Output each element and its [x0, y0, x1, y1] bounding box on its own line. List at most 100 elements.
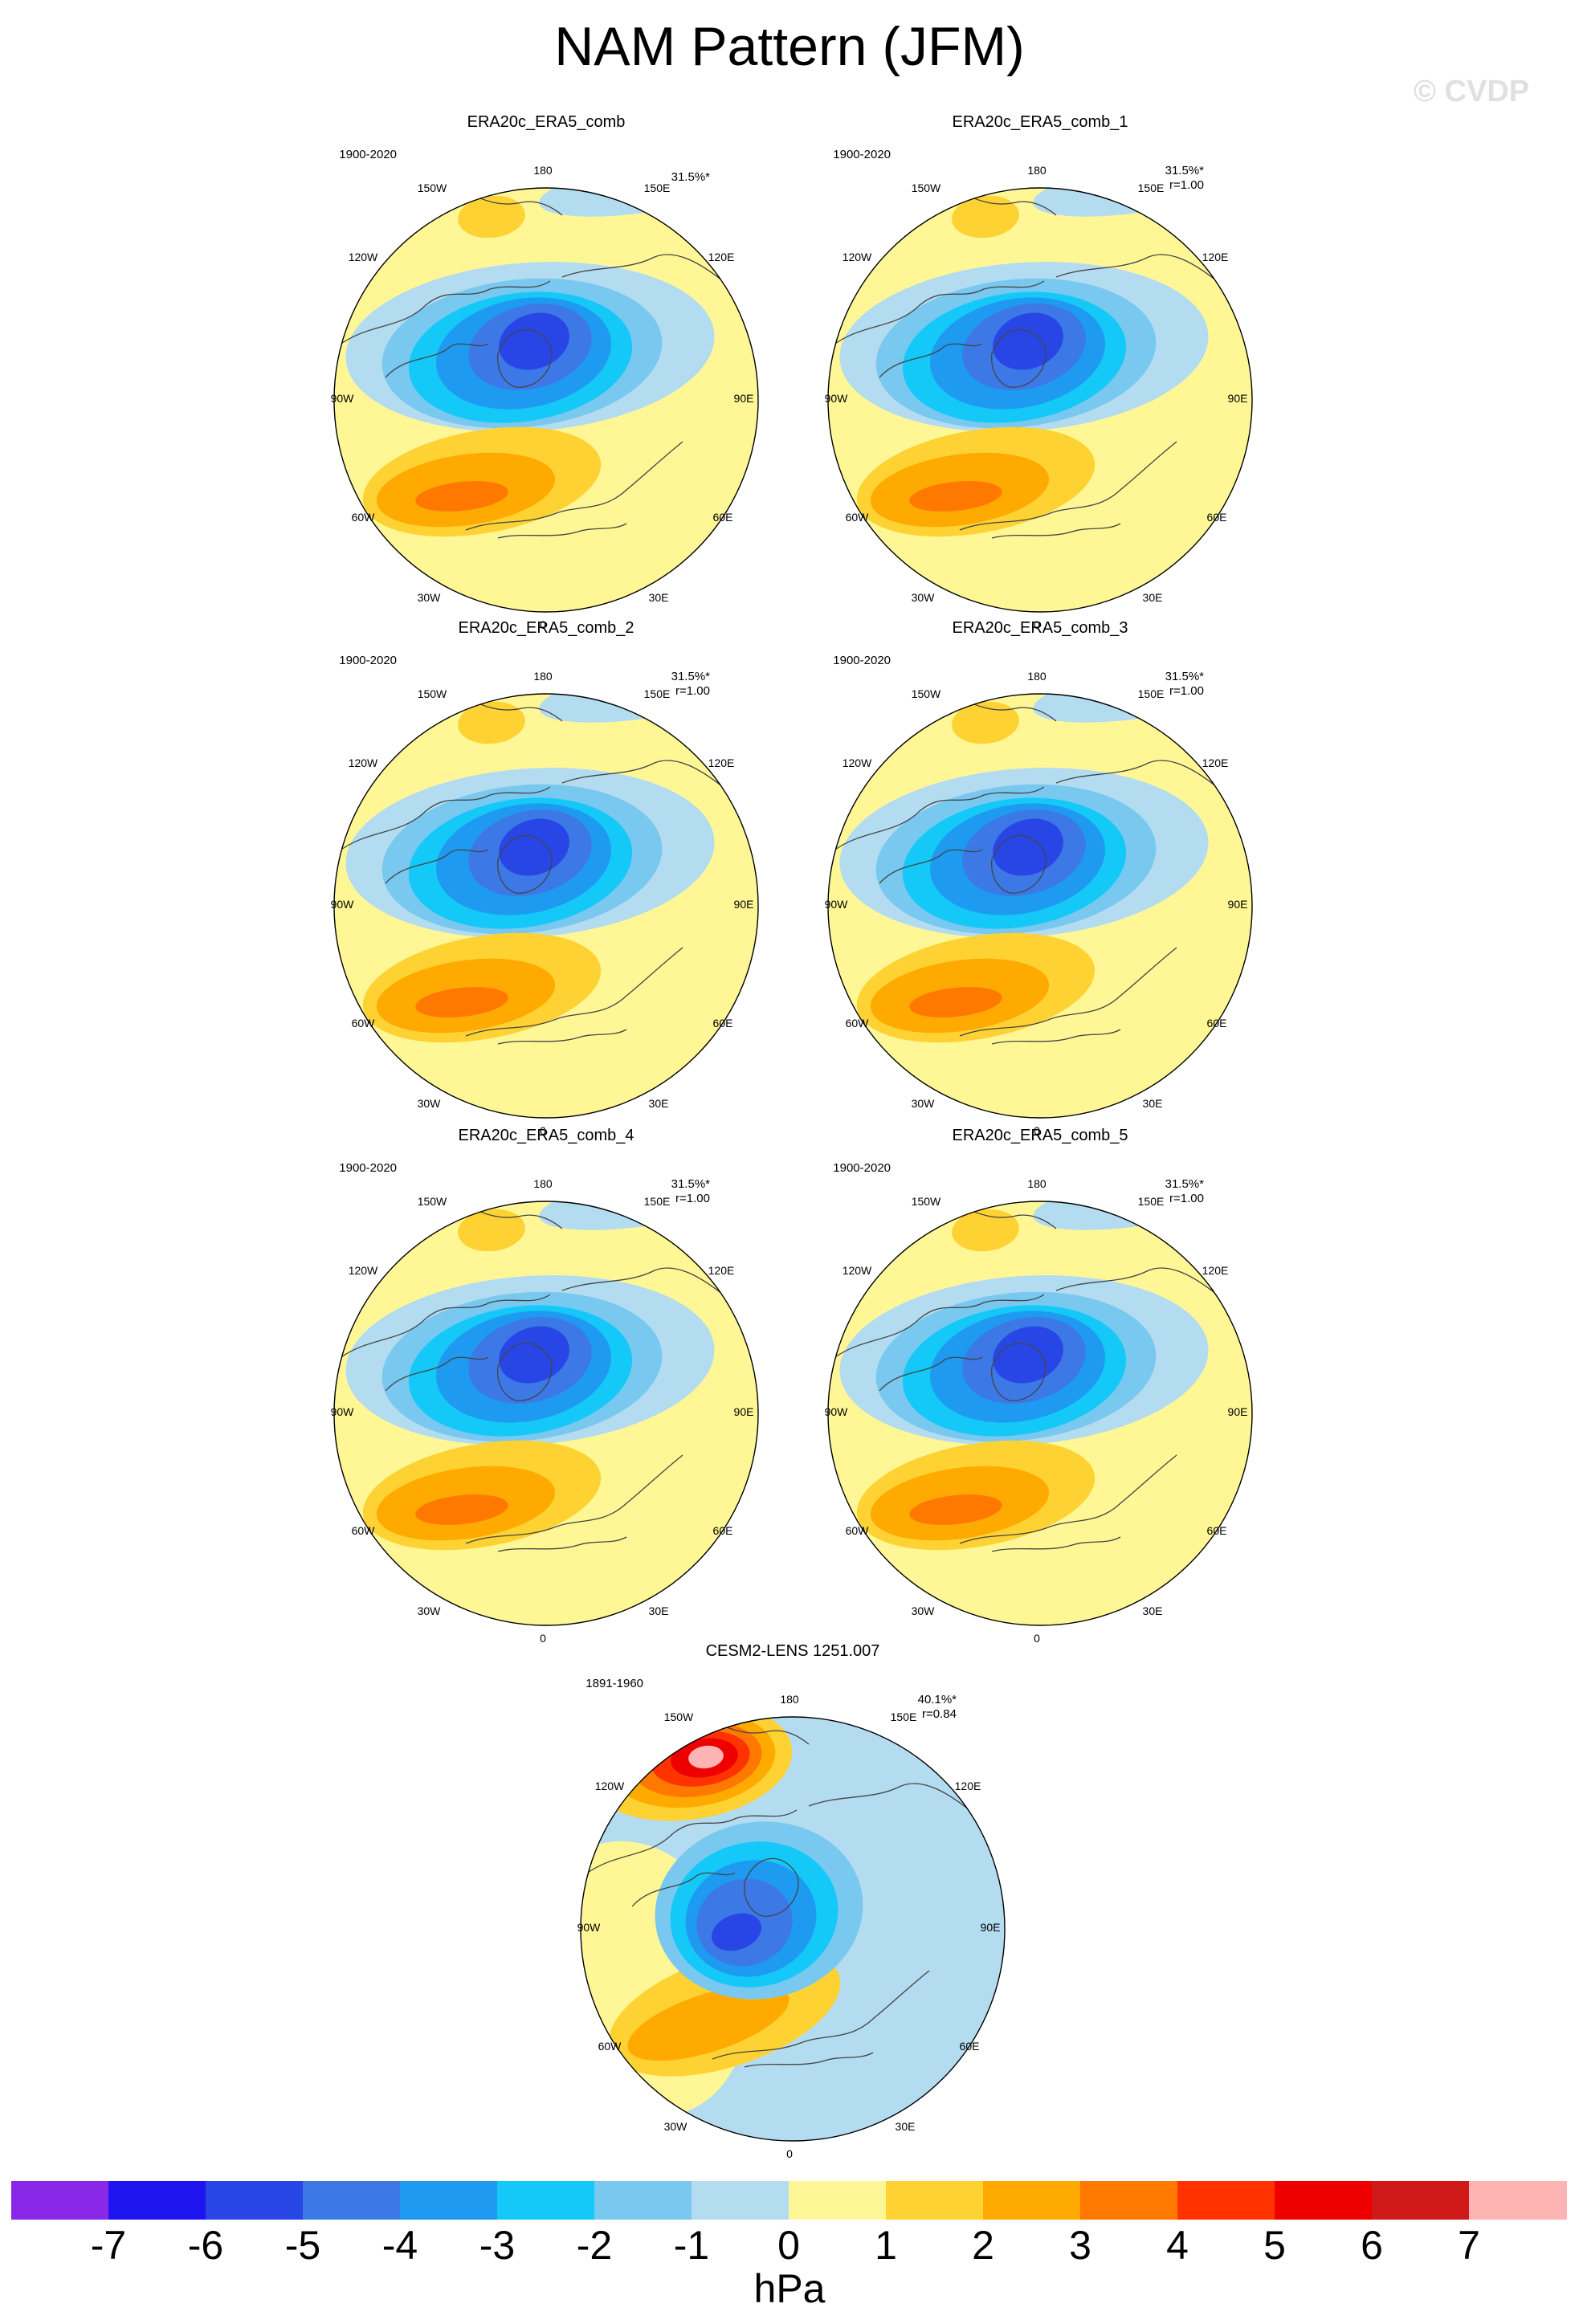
panel-period: 1900-2020 — [339, 654, 397, 667]
colorbar-tick-label: 6 — [1361, 2223, 1383, 2268]
longitude-label: 180 — [533, 670, 553, 683]
longitude-label: 180 — [1027, 164, 1047, 177]
colorbar-tick-label: -4 — [381, 2223, 418, 2268]
coast-eurasia-arctic — [1055, 254, 1218, 282]
longitude-label: 90W — [824, 898, 848, 911]
longitude-label: 180 — [1027, 1177, 1047, 1190]
colorbar-segment — [108, 2181, 206, 2220]
polar-map-svg — [333, 1201, 759, 1626]
variance-explained: 31.5%* — [671, 170, 710, 184]
longitude-label: 90E — [733, 392, 754, 405]
pacific-high — [952, 1209, 1019, 1252]
longitude-label: 150W — [911, 181, 941, 194]
longitude-label: 60W — [351, 1524, 375, 1537]
coast-north-america — [338, 1294, 551, 1360]
neg-core — [712, 1913, 761, 1951]
longitude-label: 30W — [417, 1604, 441, 1617]
longitude-label: 90W — [577, 1921, 601, 1934]
colorbar-tick-label: 1 — [875, 2223, 897, 2268]
colorbar-tick-label: 2 — [972, 2223, 994, 2268]
colorbar-tick-label: -5 — [284, 2223, 321, 2268]
longitude-label: 150W — [417, 181, 447, 194]
colorbar-tick-label: -6 — [187, 2223, 224, 2268]
colorbar-tick-label: 0 — [777, 2223, 800, 2268]
colorbar-segment — [1177, 2181, 1275, 2220]
longitude-label: 150E — [890, 1710, 917, 1723]
coast-mediterranean — [497, 523, 627, 539]
longitude-label: 60E — [712, 1017, 733, 1029]
longitude-label: 90W — [330, 1405, 354, 1418]
coast-hudson-bay — [879, 343, 983, 378]
contour-field — [581, 1717, 1005, 2141]
pos-core-atlantic — [627, 1984, 790, 2061]
colorbar-units: hPa — [753, 2266, 826, 2311]
panel-period: 1900-2020 — [833, 1161, 891, 1175]
contour-field — [828, 188, 1252, 612]
longitude-label: 0 — [540, 1124, 546, 1137]
polar-map-svg — [827, 187, 1253, 613]
coast-north-america — [338, 786, 551, 852]
longitude-label: 120W — [348, 1264, 378, 1277]
pos-core — [909, 987, 1002, 1017]
longitude-label: 120W — [842, 251, 872, 263]
longitude-label: 60W — [845, 511, 869, 524]
pos-core — [909, 481, 1002, 512]
coast-greenland — [991, 834, 1047, 894]
longitude-label: 90E — [1227, 392, 1248, 405]
pos-core — [415, 481, 508, 512]
colorbar-tick-label: 4 — [1166, 2223, 1189, 2268]
longitude-label: 90W — [330, 898, 354, 911]
coast-eurasia-arctic — [561, 760, 724, 788]
colorbar-segment — [206, 2181, 304, 2220]
coast-europe — [465, 1454, 683, 1544]
colorbar-segment — [400, 2181, 498, 2220]
longitude-label: 60E — [712, 1524, 733, 1537]
longitude-label: 150E — [1137, 1195, 1165, 1208]
pacific-high-core — [688, 1745, 724, 1769]
longitude-label: 30E — [648, 1097, 669, 1110]
coast-europe — [959, 1454, 1177, 1544]
contour-field — [334, 694, 758, 1118]
colorbar-tick-label: 3 — [1069, 2223, 1091, 2268]
longitude-label: 150W — [417, 1195, 447, 1208]
colorbar-tick-label: -2 — [576, 2223, 613, 2268]
longitude-label: 150E — [643, 181, 671, 194]
longitude-label: 90E — [1227, 898, 1248, 911]
longitude-label: 30W — [911, 1604, 935, 1617]
map-border — [580, 1716, 1006, 2142]
coast-eurasia-arctic — [1055, 760, 1218, 788]
panel-title: ERA20c_ERA5_comb_1 — [952, 113, 1128, 131]
coast-mediterranean — [497, 1536, 627, 1552]
contour-field — [334, 1201, 758, 1625]
longitude-label: 30E — [648, 1604, 669, 1617]
longitude-label: 150E — [643, 1195, 671, 1208]
coast-north-america — [832, 1294, 1045, 1360]
map-border — [333, 187, 759, 613]
longitude-label: 120E — [708, 251, 735, 263]
longitude-label: 0 — [540, 618, 546, 631]
longitude-label: 0 — [1034, 618, 1040, 631]
coast-greenland — [991, 328, 1047, 388]
longitude-label: 150W — [663, 1710, 694, 1723]
panel-title: ERA20c_ERA5_comb_2 — [458, 619, 634, 637]
map-panel: CESM2-LENS 1251.007 1891-1960 40.1%* r=0.84… — [544, 1641, 1042, 2160]
coast-mediterranean — [991, 523, 1121, 539]
panel-period: 1891-1960 — [585, 1677, 643, 1690]
coast-north-america — [585, 1809, 798, 1875]
longitude-label: 90E — [980, 1921, 1001, 1934]
coast-greenland — [991, 1342, 1047, 1401]
longitude-label: 120E — [1202, 251, 1229, 263]
longitude-label: 30E — [895, 2120, 916, 2133]
longitude-label: 180 — [533, 1177, 553, 1190]
panel-period: 1900-2020 — [833, 654, 891, 667]
longitude-label: 150E — [1137, 687, 1165, 700]
variance-explained: 31.5%* — [1165, 670, 1204, 683]
colorbar-segment — [886, 2181, 984, 2220]
map-panel: ERA20c_ERA5_comb_4 1900-2020 31.5%* r=1.00 1… — [297, 1126, 795, 1645]
coast-north-america — [832, 786, 1045, 852]
longitude-label: 60E — [959, 2040, 980, 2053]
coast-eurasia-arctic — [1055, 1267, 1218, 1295]
polar-map-svg — [580, 1716, 1006, 2142]
longitude-label: 60E — [1206, 1524, 1227, 1537]
longitude-label: 120E — [708, 756, 735, 769]
